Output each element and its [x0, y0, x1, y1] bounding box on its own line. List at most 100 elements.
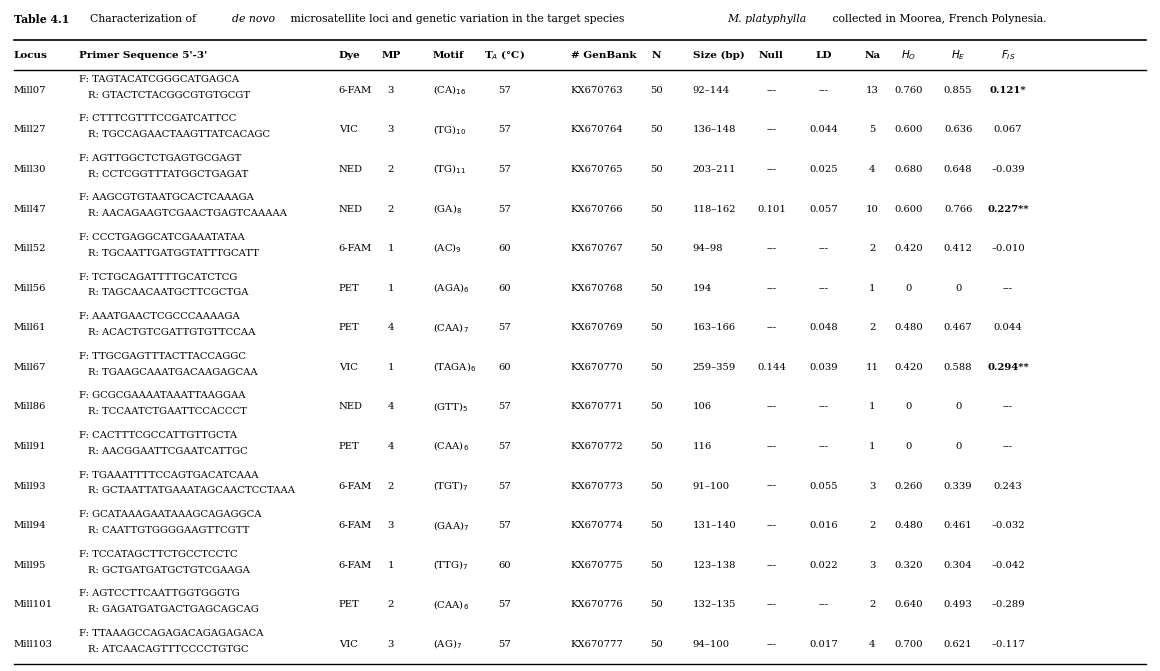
Text: R: TGCAATTGATGGTATTTGCATT: R: TGCAATTGATGGTATTTGCATT: [88, 249, 259, 258]
Text: 57: 57: [499, 165, 510, 174]
Text: (GAA)$_{7}$: (GAA)$_{7}$: [433, 519, 469, 533]
Text: $H_O$: $H_O$: [900, 48, 916, 62]
Text: 50: 50: [651, 284, 662, 293]
Text: 0.467: 0.467: [944, 323, 972, 332]
Text: F: TAGTACATCGGGCATGAGCA: F: TAGTACATCGGGCATGAGCA: [79, 74, 239, 84]
Text: 1: 1: [869, 403, 876, 411]
Text: –0.042: –0.042: [991, 561, 1025, 570]
Text: 0.412: 0.412: [944, 244, 972, 253]
Text: 0.588: 0.588: [944, 363, 972, 372]
Text: 118–162: 118–162: [693, 205, 735, 213]
Text: ---: ---: [767, 125, 776, 134]
Text: Size (bp): Size (bp): [693, 51, 745, 60]
Text: 0.420: 0.420: [894, 244, 922, 253]
Text: 0: 0: [905, 403, 912, 411]
Text: 203–211: 203–211: [693, 165, 735, 174]
Text: 6-FAM: 6-FAM: [339, 482, 372, 491]
Text: 60: 60: [499, 244, 510, 253]
Text: (GTT)$_{5}$: (GTT)$_{5}$: [433, 400, 467, 414]
Text: KX670774: KX670774: [571, 521, 624, 530]
Text: R: TGCCAGAACTAAGTTATCACAGC: R: TGCCAGAACTAAGTTATCACAGC: [88, 130, 270, 139]
Text: (CAA)$_{7}$: (CAA)$_{7}$: [433, 321, 469, 335]
Text: 50: 50: [651, 244, 662, 253]
Text: 57: 57: [499, 86, 510, 95]
Text: 50: 50: [651, 205, 662, 213]
Text: R: CCTCGGTTTATGGCTGAGAT: R: CCTCGGTTTATGGCTGAGAT: [88, 170, 248, 178]
Text: 3: 3: [387, 86, 394, 95]
Text: (AC)$_{9}$: (AC)$_{9}$: [433, 242, 462, 256]
Text: F: AAGCGTGTAATGCACTCAAAGA: F: AAGCGTGTAATGCACTCAAAGA: [79, 193, 254, 203]
Text: 0.855: 0.855: [944, 86, 972, 95]
Text: 0.025: 0.025: [810, 165, 838, 174]
Text: Table 4.1: Table 4.1: [14, 14, 73, 25]
Text: 0.480: 0.480: [894, 521, 922, 530]
Text: 3: 3: [387, 521, 394, 530]
Text: 132–135: 132–135: [693, 601, 735, 609]
Text: de novo: de novo: [232, 14, 275, 24]
Text: KX670773: KX670773: [571, 482, 623, 491]
Text: 6-FAM: 6-FAM: [339, 244, 372, 253]
Text: 0.420: 0.420: [894, 363, 922, 372]
Text: 0.260: 0.260: [894, 482, 922, 491]
Text: F: TGAAATTTTCCAGTGACATCAAA: F: TGAAATTTTCCAGTGACATCAAA: [79, 470, 259, 480]
Text: KX670768: KX670768: [571, 284, 623, 293]
Text: 2: 2: [869, 244, 876, 253]
Text: 106: 106: [693, 403, 711, 411]
Text: 57: 57: [499, 205, 510, 213]
Text: 50: 50: [651, 640, 662, 649]
Text: ---: ---: [767, 442, 776, 451]
Text: 50: 50: [651, 125, 662, 134]
Text: (CAA)$_{6}$: (CAA)$_{6}$: [433, 598, 469, 612]
Text: F: TCTGCAGATTTTGCATCTCG: F: TCTGCAGATTTTGCATCTCG: [79, 272, 238, 282]
Text: LD: LD: [815, 51, 832, 60]
Text: 50: 50: [651, 86, 662, 95]
Text: 3: 3: [869, 482, 876, 491]
Text: 57: 57: [499, 640, 510, 649]
Text: R: TGAAGCAAATGACAAGAGCAA: R: TGAAGCAAATGACAAGAGCAA: [88, 368, 258, 376]
Text: (TTG)$_{7}$: (TTG)$_{7}$: [433, 558, 467, 572]
Text: KX670772: KX670772: [571, 442, 623, 451]
Text: (TG)$_{10}$: (TG)$_{10}$: [433, 123, 465, 137]
Text: 4: 4: [869, 640, 876, 649]
Text: F: TTAAAGCCAGAGACAGAGAGACA: F: TTAAAGCCAGAGACAGAGAGACA: [79, 629, 263, 638]
Text: Mill101: Mill101: [14, 601, 53, 609]
Text: 0.048: 0.048: [810, 323, 838, 332]
Text: KX670777: KX670777: [571, 640, 623, 649]
Text: F: GCATAAAGAATAAAGCAGAGGCA: F: GCATAAAGAATAAAGCAGAGGCA: [79, 510, 261, 519]
Text: 0.304: 0.304: [944, 561, 972, 570]
Text: 60: 60: [499, 284, 510, 293]
Text: 10: 10: [865, 205, 879, 213]
Text: 131–140: 131–140: [693, 521, 737, 530]
Text: Dye: Dye: [339, 51, 361, 60]
Text: F: AAATGAACTCGCCCAAAAGA: F: AAATGAACTCGCCCAAAAGA: [79, 312, 240, 321]
Text: (GA)$_{8}$: (GA)$_{8}$: [433, 202, 462, 216]
Text: Na: Na: [864, 51, 880, 60]
Text: 116: 116: [693, 442, 712, 451]
Text: 6-FAM: 6-FAM: [339, 561, 372, 570]
Text: ---: ---: [819, 442, 828, 451]
Text: 194: 194: [693, 284, 712, 293]
Text: microsatellite loci and genetic variation in the target species: microsatellite loci and genetic variatio…: [288, 14, 628, 24]
Text: F: CTTTCGTTTCCGATCATTCC: F: CTTTCGTTTCCGATCATTCC: [79, 114, 237, 123]
Text: 3: 3: [387, 640, 394, 649]
Text: ---: ---: [1003, 403, 1013, 411]
Text: 0.016: 0.016: [810, 521, 838, 530]
Text: 0.493: 0.493: [944, 601, 972, 609]
Text: 50: 50: [651, 561, 662, 570]
Text: 57: 57: [499, 442, 510, 451]
Text: 91–100: 91–100: [693, 482, 730, 491]
Text: 5: 5: [869, 125, 876, 134]
Text: 0: 0: [905, 442, 912, 451]
Text: PET: PET: [339, 323, 360, 332]
Text: ---: ---: [767, 640, 776, 649]
Text: PET: PET: [339, 284, 360, 293]
Text: Mill56: Mill56: [14, 284, 46, 293]
Text: R: ACACTGTCGATTGTGTTCCAA: R: ACACTGTCGATTGTGTTCCAA: [88, 328, 255, 337]
Text: M. platyphylla: M. platyphylla: [727, 14, 806, 24]
Text: 0: 0: [955, 442, 962, 451]
Text: KX670769: KX670769: [571, 323, 623, 332]
Text: 1: 1: [869, 442, 876, 451]
Text: F: CACTTTCGCCATTGTTGCTA: F: CACTTTCGCCATTGTTGCTA: [79, 431, 237, 440]
Text: 4: 4: [387, 323, 394, 332]
Text: 94–100: 94–100: [693, 640, 730, 649]
